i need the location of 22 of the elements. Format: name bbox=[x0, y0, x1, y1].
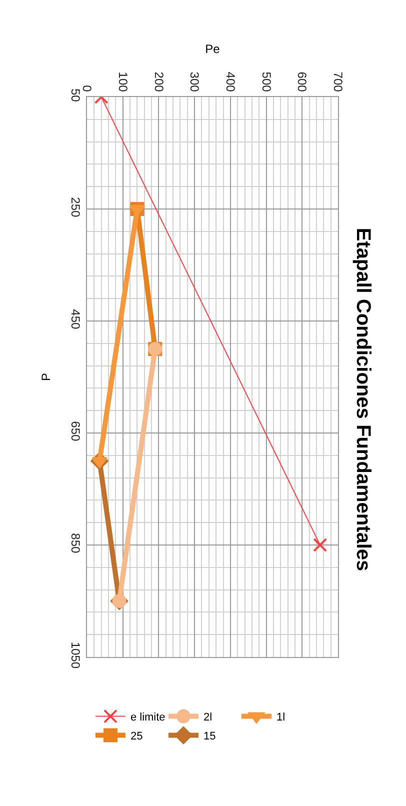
x-axis-title: Pe bbox=[205, 42, 220, 56]
y-tick-label: 250 bbox=[68, 197, 83, 218]
y-tick-label: 450 bbox=[68, 309, 83, 330]
y-axis-title: P bbox=[38, 372, 53, 382]
y-tick-label: 1050 bbox=[68, 642, 83, 669]
x-tick-label: 600 bbox=[295, 72, 310, 92]
y-tick-label: 50 bbox=[68, 88, 83, 102]
y-tick-label: 650 bbox=[68, 421, 83, 442]
legend-label: e limite bbox=[130, 712, 166, 724]
x-tick-label: 200 bbox=[152, 72, 166, 92]
x-tick-label: 500 bbox=[259, 72, 274, 92]
text: Etapall Condiciones Fundamentales bbox=[352, 228, 374, 572]
legend-label: 1l bbox=[276, 712, 286, 724]
x-tick-label: 0 bbox=[80, 85, 94, 92]
legend-label: 15 bbox=[203, 730, 216, 743]
x-tick-label: 300 bbox=[188, 72, 202, 92]
x-tick-label: 100 bbox=[116, 72, 130, 92]
y-tick-label: 850 bbox=[68, 533, 83, 554]
legend-label: 25 bbox=[130, 730, 143, 743]
x-tick-label: 700 bbox=[331, 72, 346, 92]
legend-label: 2l bbox=[203, 712, 212, 724]
x-tick-label: 400 bbox=[224, 72, 238, 92]
